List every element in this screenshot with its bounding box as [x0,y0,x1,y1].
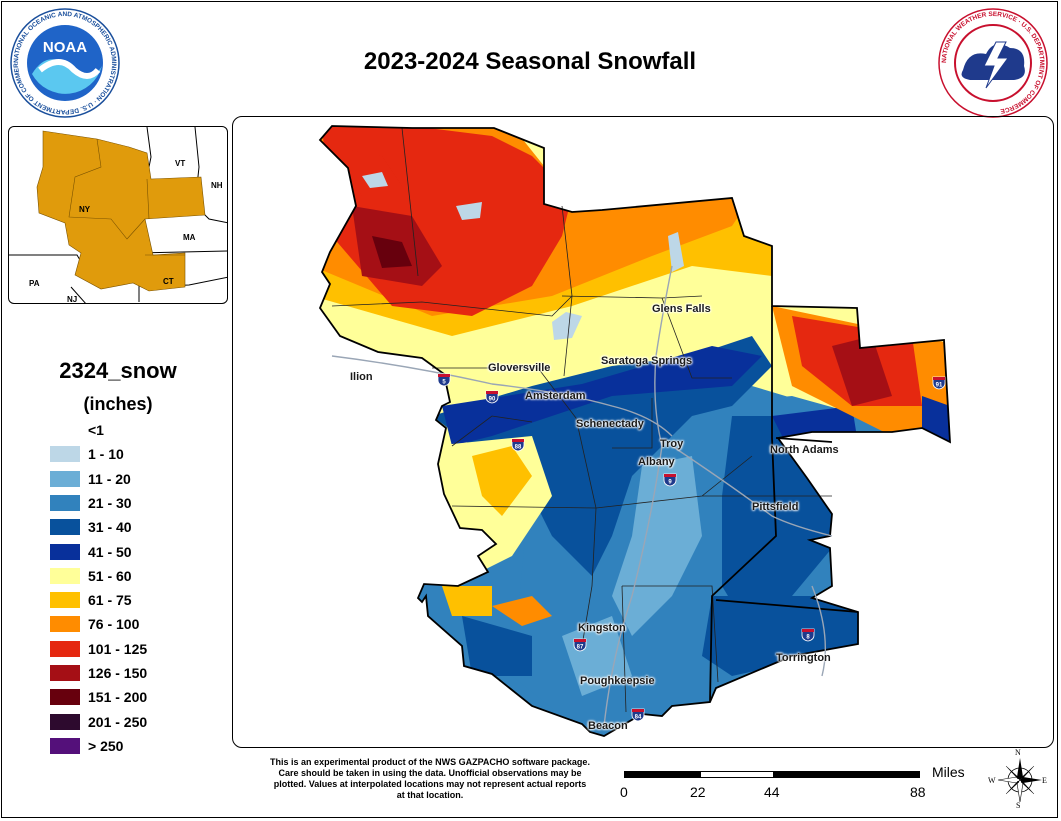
legend-units: (inches) [83,394,153,414]
inset-map-svg [9,127,227,303]
svg-text:88: 88 [515,445,522,451]
svg-text:87: 87 [577,645,584,651]
city-label: Glens Falls [652,303,711,315]
snowfall-map: Ilion Gloversville Glens Falls Saratoga Spr… [232,116,1054,748]
scale-segment-2 [700,771,774,778]
inset-label-pa: PA [29,279,40,288]
interstate-shield-icon: 84 [631,708,645,722]
legend-swatch [50,713,80,730]
legend-title: 2324_snow [59,358,177,383]
legend-label: > 250 [88,737,124,754]
legend-label: 41 - 50 [88,543,132,560]
legend-label: 126 - 150 [88,665,148,681]
inset-label-ma: MA [183,233,196,242]
compass-e: E [1042,776,1047,785]
legend-label: <1 [88,422,104,438]
scale-tick-88: 88 [910,784,926,800]
noaa-text: NOAA [43,39,87,56]
interstate-shield-icon: 87 [573,638,587,652]
city-label: Poughkeepsie [580,675,655,687]
compass-s: S [1016,801,1021,810]
compass-star-icon [997,758,1042,803]
city-label: Kingston [578,622,626,634]
scale-segment-1 [624,771,700,778]
city-label: Gloversville [488,362,551,374]
inset-label-ct: CT [163,277,174,286]
svg-text:84: 84 [635,715,642,721]
interstate-shield-icon: 88 [511,438,525,452]
scale-bar: 0 22 44 88 Miles [620,764,965,804]
legend-swatch [50,616,80,633]
legend-swatch [50,519,80,536]
legend-swatch [50,665,80,681]
page-title: 2023-2024 Seasonal Snowfall [363,48,697,75]
interstate-shield-icon: 5 [437,373,451,387]
legend-swatch [50,640,80,657]
snowfall-map-svg [318,125,951,737]
interstate-shield-icon: 90 [485,390,499,404]
svg-text:9: 9 [668,480,672,486]
state-boundaries [318,125,951,737]
legend-swatch [50,689,80,706]
inset-label-nh: NH [211,181,223,190]
legend-swatch [50,737,80,754]
inset-label-ny: NY [79,205,91,214]
city-label: Ilion [350,371,373,383]
legend-label: 11 - 20 [88,470,131,487]
inset-label-nj: NJ [67,295,78,304]
legend-label: 21 - 30 [88,494,132,511]
inset-label-vt: VT [175,159,186,168]
scale-tick-44: 44 [764,784,780,800]
inset-locator-map: NY VT NH MA CT PA NJ [8,126,228,304]
svg-text:90: 90 [489,397,496,403]
rivers-and-roads [331,265,833,727]
city-label: Torrington [776,652,831,664]
scale-tick-22: 22 [690,784,706,800]
map-frame-box [232,116,1054,748]
interstate-shield-icon: 9 [663,473,677,487]
legend-label: 31 - 40 [88,519,132,536]
city-label: Beacon [588,720,628,732]
noaa-logo: NATIONAL OCEANIC AND ATMOSPHERIC ADMINIS… [10,8,120,118]
city-label: Pittsfield [752,501,799,513]
city-label: Amsterdam [525,390,586,402]
svg-text:8: 8 [806,635,810,641]
legend-label: 51 - 60 [88,567,132,584]
city-label: North Adams [770,444,839,456]
legend-swatch [50,470,80,487]
nws-logo: NATIONAL WEATHER SERVICE · U.S. DEPARTME… [938,8,1048,118]
svg-text:91: 91 [936,383,943,389]
city-label: Schenectady [576,418,644,430]
legend-swatch [50,446,80,463]
scale-segment-3 [774,771,920,778]
interstate-shield-icon: 8 [801,628,815,642]
interstate-shield-icon: 91 [932,376,946,390]
legend-label: 151 - 200 [88,689,148,706]
scale-units: Miles [932,764,965,780]
legend-swatch [50,543,80,560]
inset-frame: NY VT NH MA CT PA NJ [8,126,228,304]
legend-label: 1 - 10 [88,446,124,463]
legend-swatch [50,422,80,438]
legend-label: 101 - 125 [88,640,148,657]
legend-swatch [50,592,80,609]
legend-label: 61 - 75 [88,592,132,609]
city-label: Saratoga Springs [601,355,693,367]
legend-label: 201 - 250 [88,713,148,730]
disclaimer-text: This is an experimental product of the N… [270,757,590,800]
compass-n: N [1015,748,1021,757]
scale-tick-0: 0 [620,784,628,800]
compass-w: W [988,776,996,785]
legend-swatch [50,567,80,584]
legend-swatch [50,494,80,511]
compass-rose-icon: N S W E [988,748,1050,810]
city-label: Troy [660,438,684,450]
city-label: Albany [638,456,675,468]
legend-label: 76 - 100 [88,616,140,633]
svg-text:5: 5 [442,380,446,386]
